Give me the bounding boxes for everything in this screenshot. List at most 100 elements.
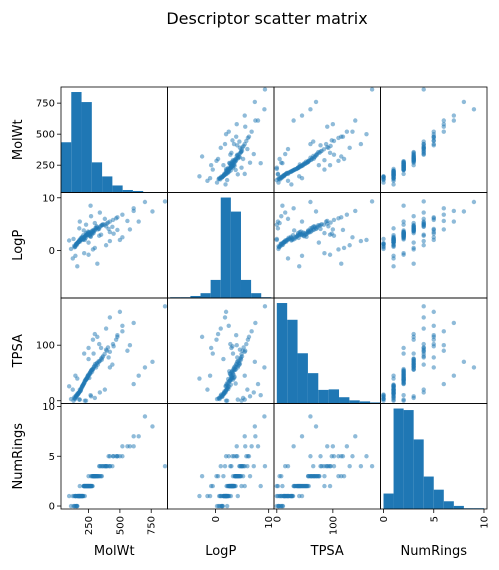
scatter-point (277, 156, 282, 162)
scatter-point (431, 323, 436, 328)
scatter-point (239, 483, 244, 489)
scatter-point (235, 153, 240, 158)
scatter-point (277, 220, 282, 226)
scatter-point (125, 348, 130, 353)
cell-logp-vs-tpsa (273, 192, 381, 299)
scatter-point (336, 158, 341, 164)
scatter-point (316, 473, 322, 479)
cell-tpsa-vs-numrings (380, 297, 488, 404)
histogram-bar-molwt (71, 92, 82, 193)
scatter-point (242, 434, 247, 439)
scatter-point (228, 464, 233, 469)
scatter-point (441, 129, 446, 134)
scatter-point (431, 138, 436, 143)
scatter-point (321, 464, 327, 469)
scatter-point (301, 162, 306, 167)
scatter-point (327, 232, 333, 237)
scatter-point (327, 483, 333, 489)
scatter-point (330, 122, 336, 127)
y-tick-label-logp: 0 (49, 246, 55, 257)
scatter-point (285, 256, 291, 261)
scatter-point (441, 342, 446, 348)
scatter-point (281, 173, 286, 178)
scatter-point (214, 180, 220, 185)
scatter-point (331, 217, 337, 223)
scatter-point (210, 483, 215, 489)
scatter-point (461, 359, 467, 365)
scatter-point (222, 141, 228, 147)
scatter-point (353, 118, 358, 123)
scatter-point (107, 238, 113, 244)
scatter-point (421, 362, 426, 367)
scatter-point (105, 345, 111, 350)
scatter-point (327, 150, 333, 155)
scatter-point (207, 176, 213, 181)
scatter-point (96, 226, 101, 231)
x-tick-label-molwt: 250 (84, 516, 95, 535)
histogram-bar-numrings (433, 489, 444, 509)
scatter-point (107, 315, 113, 320)
scatter-point (441, 124, 446, 129)
scatter-point (223, 166, 229, 172)
cell-numrings-vs-logp (167, 403, 275, 510)
scatter-point (297, 483, 302, 489)
y-tick-label-numrings: 0 (49, 502, 55, 513)
scatter-point (322, 483, 327, 489)
scatter-point (245, 387, 250, 392)
histogram-bar-numrings (403, 410, 414, 509)
scatter-point (391, 166, 396, 172)
scatter-point (102, 351, 107, 357)
scatter-point (401, 366, 406, 372)
cell-molwt-vs-tpsa (273, 86, 381, 193)
scatter-point (285, 464, 291, 469)
scatter-point (421, 199, 426, 204)
histogram-bar-logp (200, 293, 211, 298)
scatter-point (207, 373, 213, 378)
scatter-point (230, 164, 235, 169)
scatter-point (245, 464, 250, 469)
histogram-bar-molwt (81, 102, 92, 193)
scatter-point (150, 359, 155, 365)
scatter-point (230, 351, 236, 356)
scatter-point (115, 454, 120, 459)
scatter-point (246, 134, 252, 139)
scatter-point (87, 371, 92, 377)
histogram-bar-logp (261, 297, 272, 298)
scatter-point (411, 226, 416, 231)
scatter-point (91, 473, 96, 479)
scatter-point (223, 454, 229, 459)
scatter-point (104, 348, 109, 353)
scatter-point (313, 209, 319, 214)
scatter-point (276, 246, 281, 252)
scatter-point (299, 113, 305, 118)
scatter-point (341, 245, 347, 251)
scatter-point (228, 371, 233, 377)
scatter-point (281, 239, 286, 245)
scatter-point (228, 152, 233, 157)
scatter-point (115, 227, 120, 233)
x-axis-label-logp: LogP (205, 544, 236, 559)
scatter-point (471, 199, 477, 205)
scatter-point (431, 215, 436, 220)
scatter-point (289, 238, 294, 243)
scatter-point (451, 208, 457, 214)
scatter-point (321, 222, 327, 227)
scatter-point (252, 359, 258, 365)
cell-logp-vs-molwt (60, 192, 168, 299)
scatter-point (239, 351, 244, 357)
scatter-point (115, 215, 120, 220)
scatter-point (301, 483, 306, 489)
cell-frame (273, 192, 381, 299)
scatter-point (391, 373, 396, 378)
scatter-point (308, 107, 313, 112)
scatter-point (208, 162, 214, 168)
scatter-point (328, 143, 333, 149)
x-axis-label-tpsa: TPSA (310, 544, 344, 559)
scatter-point (318, 143, 323, 148)
scatter-point (238, 149, 244, 154)
scatter-point (421, 216, 426, 222)
x-axis-label-molwt: MolWt (94, 544, 135, 559)
scatter-point (322, 167, 327, 172)
scatter-point (197, 493, 202, 499)
scatter-point (364, 237, 369, 243)
